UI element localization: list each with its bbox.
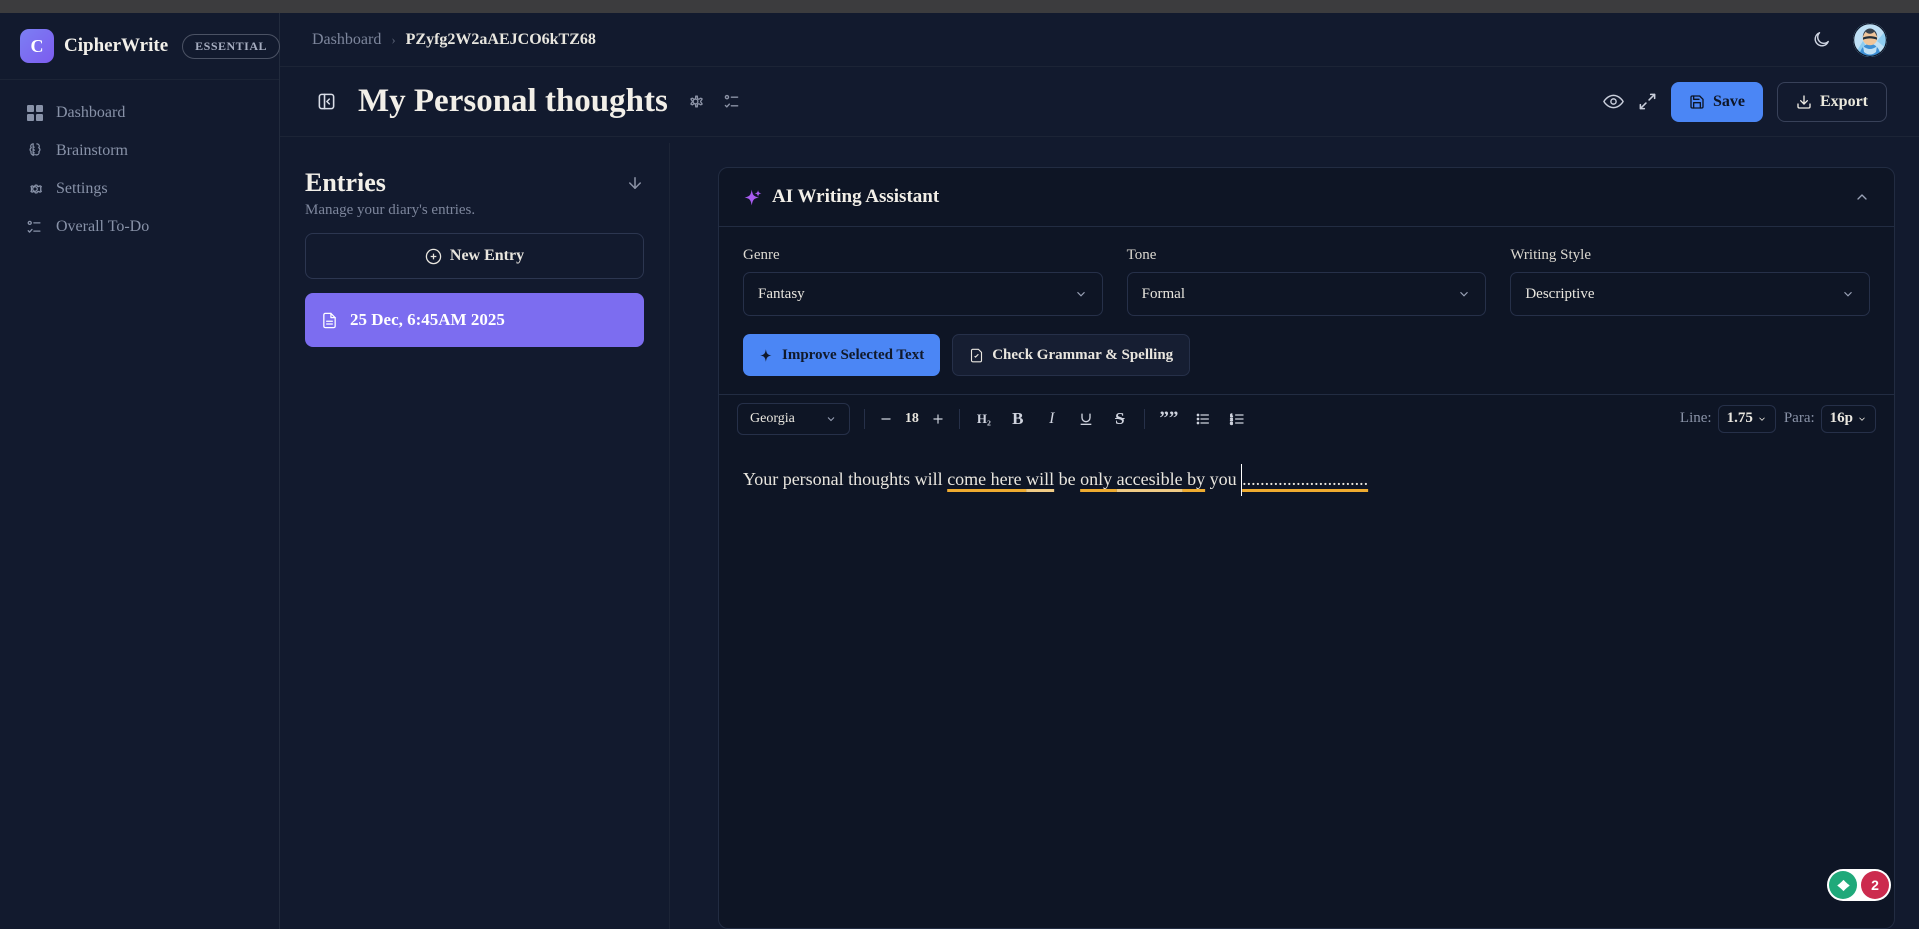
svg-text:3: 3 — [1230, 420, 1233, 425]
